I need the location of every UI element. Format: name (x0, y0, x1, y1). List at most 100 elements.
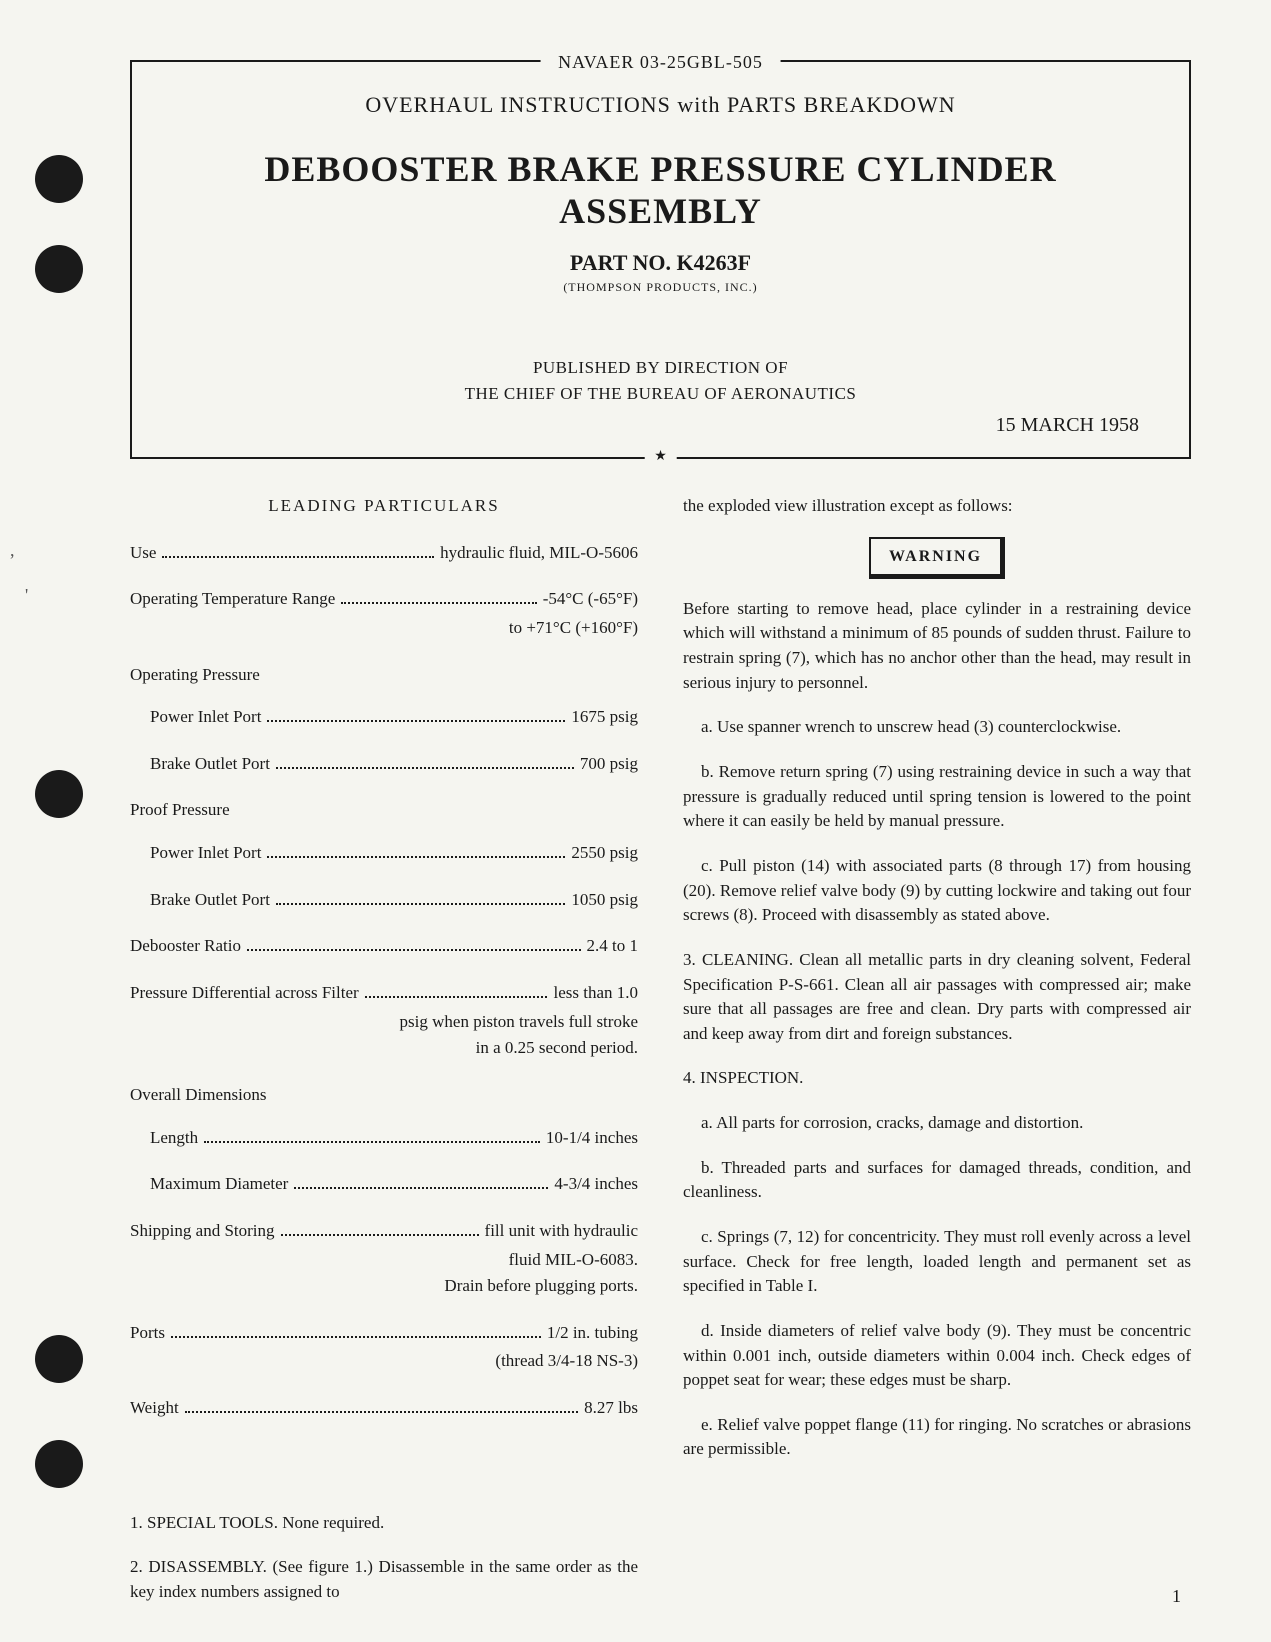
leader-dots (294, 1187, 548, 1189)
content-columns: LEADING PARTICULARS Use hydraulic fluid,… (130, 494, 1191, 1605)
spec-weight: Weight 8.27 lbs (130, 1396, 638, 1421)
spec-ports-cont: (thread 3/4-18 NS-3) (130, 1349, 638, 1374)
group-title: Overall Dimensions (130, 1083, 638, 1108)
leader-dots (281, 1234, 479, 1236)
para-special-tools: 1. SPECIAL TOOLS. None required. (130, 1511, 638, 1536)
step-b: b. Remove return spring (7) using restra… (683, 760, 1191, 834)
spec-value: 1675 psig (571, 705, 638, 730)
spec-label: Brake Outlet Port (150, 752, 270, 777)
spec-label: Brake Outlet Port (150, 888, 270, 913)
warning-text: Before starting to remove head, place cy… (683, 597, 1191, 696)
spec-label: Operating Temperature Range (130, 587, 335, 612)
spec-value: less than 1.0 (553, 981, 638, 1006)
spec-diff: Pressure Differential across Filter less… (130, 981, 638, 1006)
hole (35, 1335, 83, 1383)
spec-value: 8.27 lbs (584, 1396, 638, 1421)
spec-diff-cont: psig when piston travels full stroke (130, 1010, 638, 1035)
leader-dots (162, 556, 434, 558)
warning-label: WARNING (869, 537, 1005, 579)
spec-value: 4-3/4 inches (554, 1172, 638, 1197)
spec-label: Use (130, 541, 156, 566)
leader-dots (267, 856, 565, 858)
insp-e: e. Relief valve poppet flange (11) for r… (683, 1413, 1191, 1462)
group-title: Proof Pressure (130, 798, 638, 823)
spec-ratio: Debooster Ratio 2.4 to 1 (130, 934, 638, 959)
stray-mark: , (10, 540, 15, 561)
spec-proof-outlet: Brake Outlet Port 1050 psig (130, 888, 638, 913)
operating-pressure-group: Operating Pressure Power Inlet Port 1675… (130, 663, 638, 777)
spec-proof-inlet: Power Inlet Port 2550 psig (130, 841, 638, 866)
spec-diameter: Maximum Diameter 4-3/4 inches (130, 1172, 638, 1197)
insp-c: c. Springs (7, 12) for concentricity. Th… (683, 1225, 1191, 1299)
spec-value: 10-1/4 inches (546, 1126, 638, 1151)
hole (35, 245, 83, 293)
dimensions-group: Overall Dimensions Length 10-1/4 inches … (130, 1083, 638, 1197)
manufacturer: (THOMPSON PRODUCTS, INC.) (172, 280, 1149, 295)
spec-diff-cont2: in a 0.25 second period. (130, 1036, 638, 1061)
proof-pressure-group: Proof Pressure Power Inlet Port 2550 psi… (130, 798, 638, 912)
spec-label: Weight (130, 1396, 179, 1421)
spec-value: 1/2 in. tubing (547, 1321, 638, 1346)
leader-dots (267, 720, 565, 722)
right-column: the exploded view illustration except as… (683, 494, 1191, 1605)
spec-shipping: Shipping and Storing fill unit with hydr… (130, 1219, 638, 1244)
spec-ports: Ports 1/2 in. tubing (130, 1321, 638, 1346)
para-disassembly: 2. DISASSEMBLY. (See figure 1.) Disassem… (130, 1555, 638, 1604)
stray-mark: ' (25, 585, 28, 606)
leader-dots (171, 1336, 541, 1338)
spec-label: Power Inlet Port (150, 705, 261, 730)
document-id: NAVAER 03-25GBL-505 (540, 52, 781, 73)
spec-temp-cont: to +71°C (+160°F) (130, 616, 638, 641)
step-c: c. Pull piston (14) with associated part… (683, 854, 1191, 928)
spec-value: 700 psig (580, 752, 638, 777)
leader-dots (276, 767, 574, 769)
step-a: a. Use spanner wrench to unscrew head (3… (683, 715, 1191, 740)
star-icon: ★ (644, 448, 677, 465)
para-continue: the exploded view illustration except as… (683, 494, 1191, 519)
main-title: DEBOOSTER BRAKE PRESSURE CYLINDER ASSEMB… (172, 148, 1149, 232)
hole (35, 770, 83, 818)
spec-label: Maximum Diameter (150, 1172, 288, 1197)
spec-value: 1050 psig (571, 888, 638, 913)
spec-label: Ports (130, 1321, 165, 1346)
spec-length: Length 10-1/4 inches (130, 1126, 638, 1151)
warning-container: WARNING (683, 537, 1191, 579)
para-inspection: 4. INSPECTION. (683, 1066, 1191, 1091)
leader-dots (247, 949, 581, 951)
published-by: PUBLISHED BY DIRECTION OF THE CHIEF OF T… (172, 355, 1149, 406)
spec-value: -54°C (-65°F) (543, 587, 638, 612)
spec-value: 2.4 to 1 (587, 934, 638, 959)
spec-value: fill unit with hydraulic (485, 1219, 638, 1244)
spec-value: 2550 psig (571, 841, 638, 866)
spec-brake-outlet: Brake Outlet Port 700 psig (130, 752, 638, 777)
leader-dots (204, 1141, 540, 1143)
spec-temp: Operating Temperature Range -54°C (-65°F… (130, 587, 638, 612)
group-title: Operating Pressure (130, 663, 638, 688)
spec-label: Pressure Differential across Filter (130, 981, 359, 1006)
spec-shipping-cont2: Drain before plugging ports. (130, 1274, 638, 1299)
insp-a: a. All parts for corrosion, cracks, dama… (683, 1111, 1191, 1136)
hole (35, 155, 83, 203)
hole (35, 1440, 83, 1488)
header-box: NAVAER 03-25GBL-505 OVERHAUL INSTRUCTION… (130, 60, 1191, 459)
spec-shipping-cont: fluid MIL-O-6083. (130, 1248, 638, 1273)
publication-date: 15 MARCH 1958 (172, 414, 1149, 437)
spec-value: hydraulic fluid, MIL-O-5606 (440, 541, 638, 566)
page-number: 1 (1172, 1586, 1181, 1607)
part-number: PART NO. K4263F (172, 250, 1149, 276)
subtitle: OVERHAUL INSTRUCTIONS with PARTS BREAKDO… (172, 92, 1149, 118)
leader-dots (365, 996, 548, 998)
particulars-heading: LEADING PARTICULARS (130, 494, 638, 519)
leader-dots (276, 903, 565, 905)
left-column: LEADING PARTICULARS Use hydraulic fluid,… (130, 494, 638, 1605)
para-cleaning: 3. CLEANING. Clean all metallic parts in… (683, 948, 1191, 1047)
insp-d: d. Inside diameters of relief valve body… (683, 1319, 1191, 1393)
insp-b: b. Threaded parts and surfaces for damag… (683, 1156, 1191, 1205)
spec-label: Power Inlet Port (150, 841, 261, 866)
leader-dots (341, 602, 536, 604)
spec-power-inlet: Power Inlet Port 1675 psig (130, 705, 638, 730)
spec-label: Shipping and Storing (130, 1219, 275, 1244)
spec-use: Use hydraulic fluid, MIL-O-5606 (130, 541, 638, 566)
leader-dots (185, 1411, 578, 1413)
spec-label: Length (150, 1126, 198, 1151)
